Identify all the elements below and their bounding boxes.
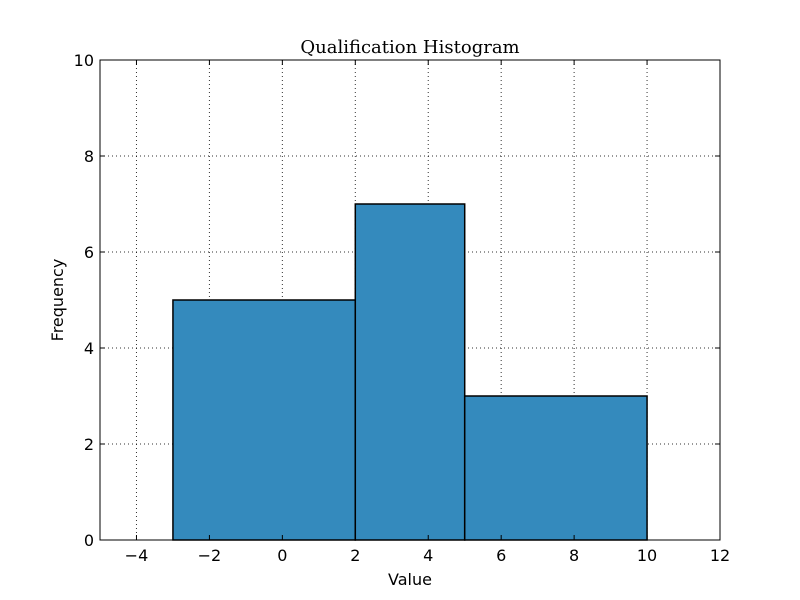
bars (172, 203, 648, 541)
x-tick-label-0: −4 (125, 546, 149, 565)
chart-title: Qualification Histogram (300, 37, 519, 58)
y-tick-label-0: 0 (84, 531, 94, 550)
y-axis-label: Frequency (48, 259, 67, 342)
y-tick-label-4: 8 (84, 147, 94, 166)
histogram-bar-2 (463, 395, 648, 541)
x-tick-label-7: 10 (637, 546, 657, 565)
y-tick-label-5: 10 (74, 51, 94, 70)
x-tick-label-5: 6 (496, 546, 506, 565)
histogram-bar-0 (172, 299, 357, 541)
x-tick-label-2: 0 (277, 546, 287, 565)
x-tick-label-1: −2 (198, 546, 222, 565)
y-tick-label-3: 6 (84, 243, 94, 262)
x-tick-label-6: 8 (569, 546, 579, 565)
histogram-bar-1 (354, 203, 466, 541)
x-axis-label: Value (388, 570, 432, 589)
x-tick-label-8: 12 (710, 546, 730, 565)
plot-frame (99, 59, 721, 541)
x-tick-label-4: 4 (423, 546, 433, 565)
y-tick-label-1: 2 (84, 435, 94, 454)
y-tick-label-2: 4 (84, 339, 94, 358)
axis-ticks: −4 −2 0 2 4 6 8 10 12 0 2 4 6 8 10 (74, 51, 731, 565)
x-tick-label-3: 2 (350, 546, 360, 565)
